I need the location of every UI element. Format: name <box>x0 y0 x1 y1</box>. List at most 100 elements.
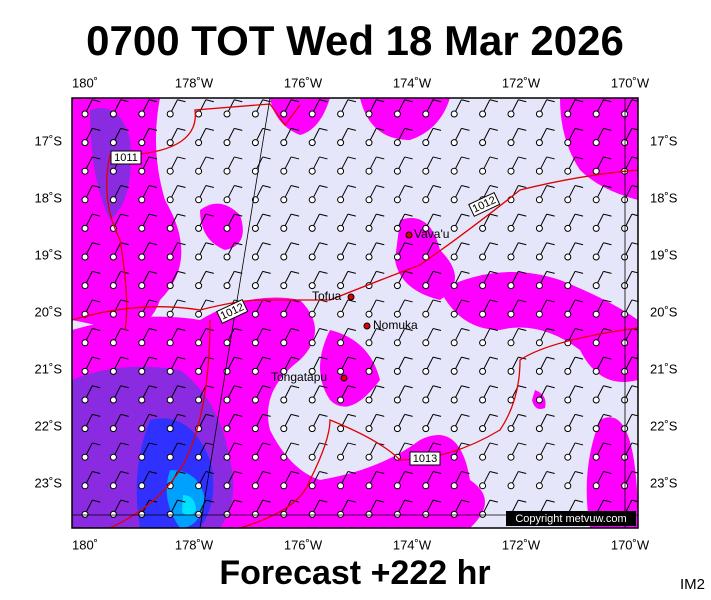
barb-station <box>109 253 117 261</box>
barb-feather <box>148 213 158 217</box>
lon-label: 178˚W <box>175 537 214 552</box>
barb-station <box>280 253 288 261</box>
barb-feather <box>631 127 638 131</box>
barb-feather <box>461 213 470 217</box>
barb-station <box>393 167 401 175</box>
barb-feather <box>489 471 498 475</box>
barb-station <box>337 110 345 118</box>
barb-station <box>166 453 174 461</box>
barb-feather <box>92 242 101 246</box>
barb-station <box>138 510 146 518</box>
barb-feather <box>376 356 385 360</box>
barb-feather <box>205 299 214 303</box>
barb-station <box>450 510 458 518</box>
barb-feather <box>120 213 129 217</box>
barb-feather <box>290 156 300 160</box>
barb-feather <box>631 499 638 503</box>
barb-feather <box>262 328 271 332</box>
barb-feather <box>120 127 129 131</box>
barb-feather <box>574 156 584 160</box>
barb-feather <box>319 499 328 503</box>
barb-feather <box>546 99 555 103</box>
barb-station <box>365 167 373 175</box>
barb-station <box>280 482 288 490</box>
barb-feather <box>262 213 271 217</box>
barb-feather <box>574 471 584 475</box>
barb-station <box>479 253 487 261</box>
place-marker <box>340 374 348 382</box>
barb-feather <box>347 242 356 246</box>
barb-station <box>479 367 487 375</box>
barb-station <box>479 310 487 318</box>
barb-station <box>337 482 345 490</box>
barb-station <box>422 482 430 490</box>
barb-station <box>450 224 458 232</box>
barb-station <box>308 310 316 318</box>
barb-feather <box>262 127 271 131</box>
places: Vava'u Tofua Nomuka Tongatapu <box>271 227 449 384</box>
barb-feather <box>603 270 612 274</box>
barb-feather <box>489 413 498 417</box>
barb-feather <box>432 471 442 475</box>
barb-station <box>535 310 543 318</box>
barb-station <box>365 196 373 204</box>
barb-feather <box>148 413 158 417</box>
barb-station <box>280 282 288 290</box>
barb-feather <box>92 299 101 303</box>
barb-station <box>450 167 458 175</box>
barb-feather <box>432 213 442 217</box>
barb-feather <box>546 299 555 303</box>
barb-feather <box>546 270 555 274</box>
barb-station <box>251 510 259 518</box>
barb-feather <box>92 328 101 332</box>
barb-station <box>422 139 430 147</box>
barb-feather <box>518 499 527 503</box>
barb-feather <box>177 442 186 446</box>
barb-feather <box>177 499 186 503</box>
place-label: Nomuka <box>373 318 418 332</box>
barb-station <box>535 224 543 232</box>
barb-station <box>251 425 259 433</box>
barb-feather <box>489 185 498 189</box>
barb-feather <box>376 328 385 332</box>
barb-station <box>109 310 117 318</box>
barb-station <box>109 167 117 175</box>
barb-station <box>507 339 515 347</box>
barb-station <box>195 139 203 147</box>
barb-station <box>365 425 373 433</box>
barb-station <box>138 282 146 290</box>
barb-feather <box>92 185 101 189</box>
barb-feather <box>205 356 214 360</box>
barb-feather <box>319 270 328 274</box>
barb-station <box>195 453 203 461</box>
barb-station <box>479 224 487 232</box>
lat-label: 21˚S <box>35 361 63 376</box>
barb-station <box>308 196 316 204</box>
barb-station <box>393 367 401 375</box>
barb-feather <box>518 270 527 274</box>
barb-feather <box>376 499 385 503</box>
barb-station <box>450 282 458 290</box>
barb-feather <box>177 299 186 303</box>
barb-feather <box>432 356 442 360</box>
barb-station <box>592 453 600 461</box>
barb-station <box>479 396 487 404</box>
barb-station <box>81 282 89 290</box>
place-marker <box>347 293 355 301</box>
barb-station <box>450 310 458 318</box>
place-label: Tongatapu <box>271 370 327 384</box>
barb-feather <box>461 413 470 417</box>
barb-station <box>308 339 316 347</box>
barb-feather <box>518 385 527 389</box>
barb-feather <box>290 185 300 189</box>
barb-feather <box>92 99 101 103</box>
barb-feather <box>205 127 214 131</box>
barb-feather <box>319 328 328 332</box>
barb-station <box>280 425 288 433</box>
place-marker <box>363 322 371 330</box>
isobar-label: 1013 <box>413 453 437 465</box>
barb-feather <box>461 99 470 103</box>
barb-station <box>109 453 117 461</box>
barb-station <box>535 167 543 175</box>
barb-station <box>166 367 174 375</box>
